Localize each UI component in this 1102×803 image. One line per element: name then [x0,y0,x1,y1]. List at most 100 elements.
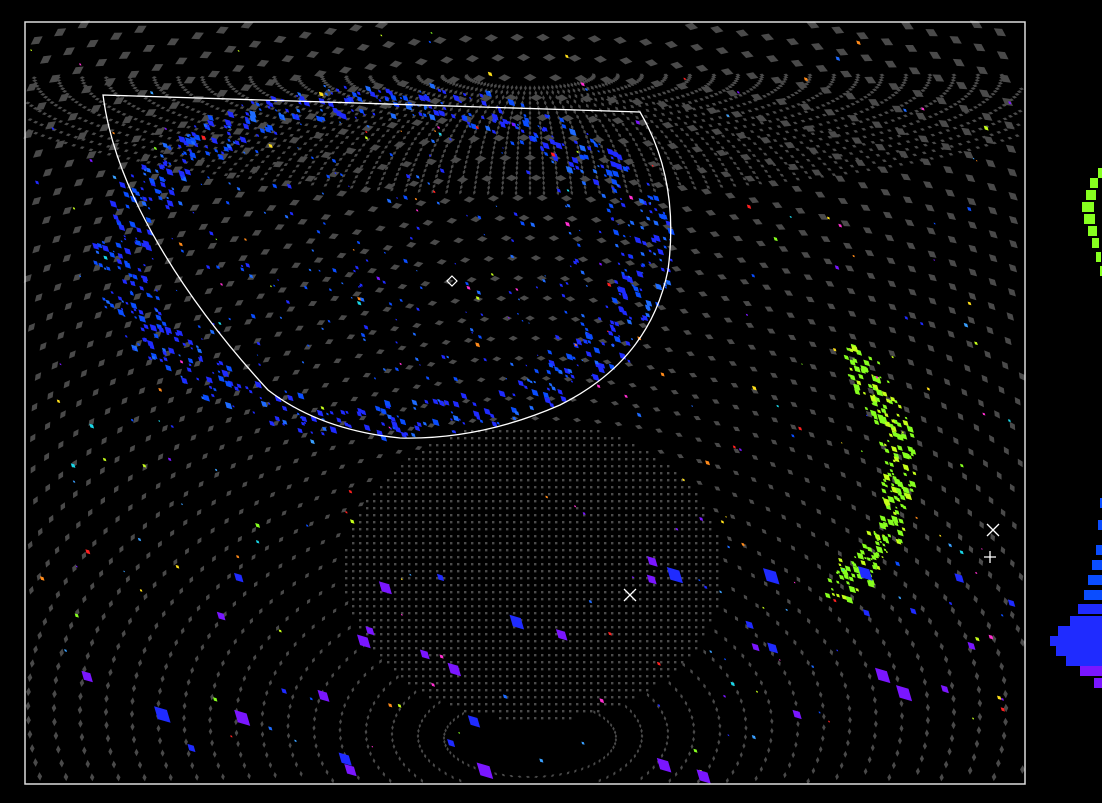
pmt-tile [408,619,411,622]
pmt-tile [910,640,915,648]
pmt-tile [444,112,448,117]
pmt-tile [450,472,453,475]
pmt-tile [528,165,532,171]
pmt-tile [376,163,389,171]
pmt-tile [475,169,479,175]
pmt-tile [905,140,911,143]
pmt-tile [258,473,265,479]
detector-unrolled-view[interactable] [23,20,1026,785]
pmt-tile [601,102,605,107]
pmt-tile [867,387,875,395]
pmt-tile [478,542,481,545]
pmt-tile [513,444,516,447]
pmt-tile [450,549,453,552]
pmt-tile [531,416,540,421]
pmt-tile [449,107,453,112]
pmt-tile [483,134,486,140]
pmt-tile [85,652,90,660]
pmt-tile [520,563,523,566]
pmt-tile [527,591,530,594]
pmt-tile [653,465,656,468]
pmt-tile [860,54,873,62]
pmt-tile [513,591,516,594]
pmt-tile [313,102,319,106]
pmt-tile [216,95,222,98]
pmt-tile [363,120,368,124]
pmt-tile [520,542,523,545]
pmt-tile [907,358,915,366]
pmt-tile [394,619,397,622]
pmt-tile [295,121,301,125]
pmt-tile [173,322,182,330]
pmt-tile [890,604,895,612]
pmt-tile [702,563,705,566]
pmt-tile [674,563,677,566]
pmt-tile [734,615,739,622]
pmt-tile [341,377,350,383]
pmt-tile [870,744,875,752]
pmt-tile [776,620,780,627]
pmt-tile [531,335,541,341]
pmt-tile [590,514,593,517]
pmt-tile [604,472,607,475]
pmt-tile [832,148,837,152]
pmt-tile [171,111,177,115]
pmt-tile [653,493,656,496]
pmt-tile [494,135,498,141]
pmt-tile [878,113,883,117]
pmt-tile [590,85,594,90]
pmt-tile [667,598,670,601]
pmt-tile [887,773,892,782]
pmt-tile [818,214,829,220]
pmt-tile [492,500,495,503]
pmt-tile [861,143,867,146]
pmt-tile [359,416,367,421]
pmt-tile [625,189,629,194]
pmt-tile [555,94,559,100]
pmt-tile [94,311,102,320]
pmt-tile [562,89,565,94]
pmt-tile [391,737,394,743]
pmt-tile [345,570,348,573]
pmt-tile [443,591,446,594]
pmt-tile [741,653,745,659]
pmt-tile [819,130,824,134]
pmt-tile [357,88,363,91]
pmt-tile [478,605,481,608]
pmt-tile [429,591,432,594]
pmt-tile [63,577,68,586]
pmt-tile [996,583,1001,593]
pmt-tile [443,626,446,629]
pmt-tile [76,520,81,529]
pmt-tile [728,97,734,101]
pmt-tile [380,507,383,510]
pmt-tile [434,320,444,326]
pmt-tile [962,472,967,481]
pmt-tile [534,626,537,629]
pmt-tile [485,577,488,580]
pmt-tile [488,119,492,125]
pmt-tile [33,758,38,767]
pmt-tile [895,749,900,757]
pmt-tile [151,76,157,79]
pmt-tile [292,369,301,375]
pmt-tile [520,528,523,531]
pmt-tile [492,430,495,433]
pmt-tile [653,549,656,552]
pmt-tile [513,584,516,587]
pmt-tile [604,500,607,503]
pmt-tile [501,185,504,191]
pmt-tile [422,486,425,489]
pmt-tile [690,669,693,674]
pmt-tile [590,216,602,223]
pmt-tile [345,591,348,594]
pmt-tile [499,612,502,615]
pmt-tile [347,81,352,84]
pmt-tile [515,165,519,171]
pmt-tile [527,605,530,608]
pmt-tile [268,762,273,769]
pmt-tile [790,545,796,551]
pmt-tile [859,110,865,114]
pmt-tile [976,726,982,735]
pmt-tile [632,619,635,622]
